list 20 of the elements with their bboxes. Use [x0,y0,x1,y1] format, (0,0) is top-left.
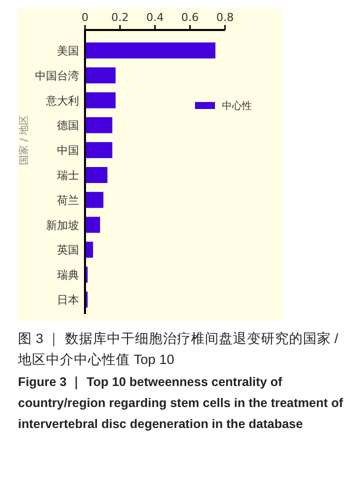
y-tick-label: 荷兰 [57,194,79,207]
legend-label: 中心性 [222,100,252,112]
y-tick-label: 美国 [57,44,79,58]
y-tick-label: 瑞士 [57,169,79,182]
y-tick-label: 中国台湾 [35,69,79,82]
caption: Figure 3 ｜ Top 10 betweenness centrality of country/region regarding stem cells in the treatment of intervertebral disc degeneration in the database [18,374,344,433]
y-axis-title: 国家 / 地区 [18,115,30,165]
x-tick-label: 0.8 [216,11,234,24]
y-tick-label: 英国 [57,244,79,257]
y-tick-label: 中国 [57,144,79,158]
y-tick-label: 瑞典 [57,268,79,282]
y-tick-label: 意大利 [45,94,79,108]
x-tick-label: 0.2 [111,11,129,24]
x-tick-label: 0 [82,11,88,24]
y-tick-label: 德国 [57,119,79,132]
y-tick-label: 新加坡 [46,218,79,232]
x-tick-label: 0.6 [181,11,199,24]
x-tick-label: 0.4 [146,11,164,24]
caption: 图 3 ｜ 数据库中干细胞治疗椎间盘退变研究的国家 / 地区中介中心性值 Top 10 [18,330,340,369]
y-tick-label: 日本 [57,294,79,307]
